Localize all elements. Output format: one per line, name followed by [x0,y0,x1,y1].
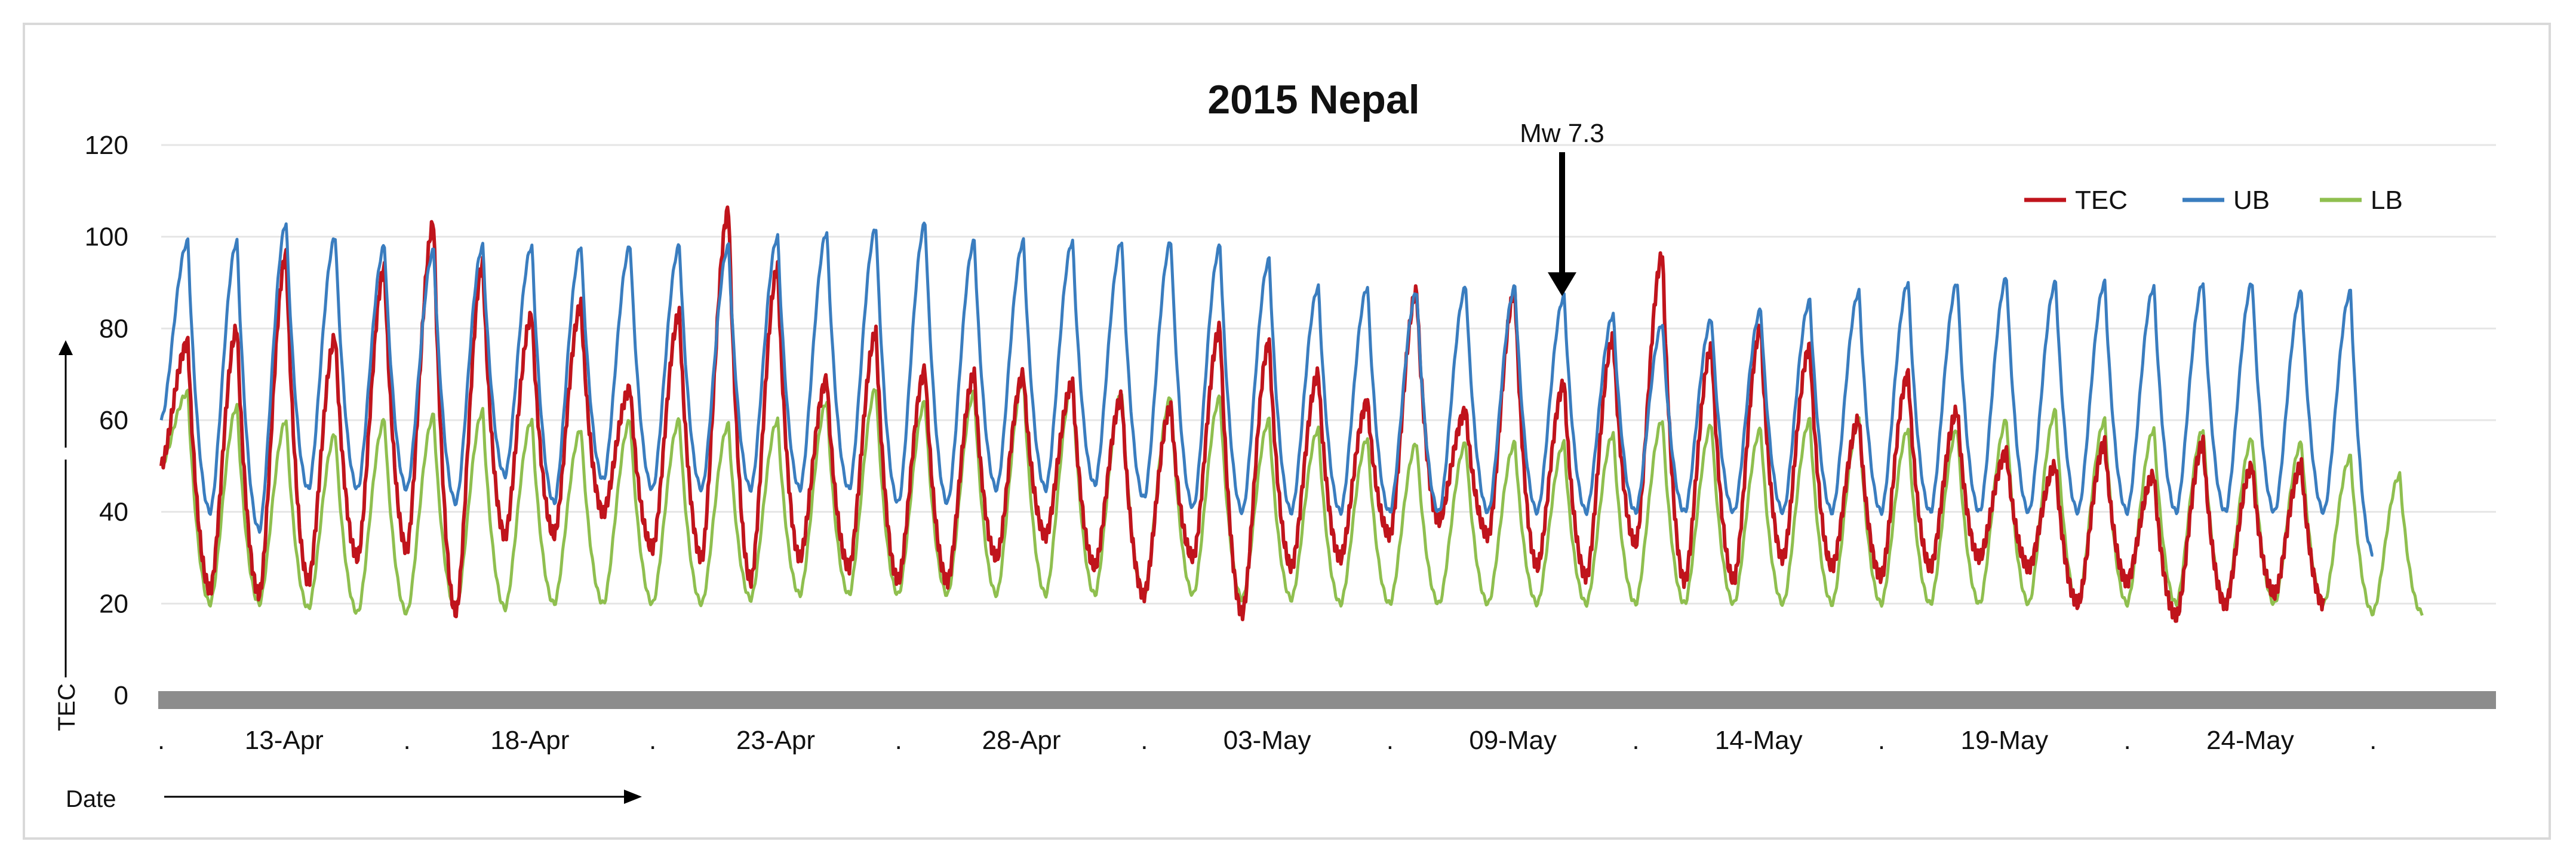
annotation-label: Mw 7.3 [1520,119,1604,148]
y-tick-label: 0 [114,681,128,710]
x-tick-label: 19-May [1960,726,2048,755]
x-tick-label: 24-May [2206,726,2294,755]
series-lines [159,205,2424,623]
x-tick-label: 14-May [1715,726,1803,755]
y-tick-label: 80 [99,314,128,343]
legend-label-lb: LB [2371,186,2403,215]
x-tick-label: 18-Apr [490,726,569,755]
x-axis-labels: 13-Apr 18-Apr 23-Apr 28-Apr 03-May 09-May 14-M… [158,726,2377,755]
x-tick-separator: . [649,726,656,755]
series-line-ub [159,221,2374,557]
y-tick-label: 120 [85,131,128,160]
legend: TEC UB LB [2024,186,2403,215]
x-tick-separator: . [1878,726,1885,755]
gridlines [161,144,2496,605]
y-tick-label: 20 [99,589,128,618]
x-tick-label: 13-Apr [245,726,324,755]
x-tick-separator: . [2369,726,2377,755]
x-tick-label: 23-Apr [736,726,815,755]
y-tick-label: 100 [85,223,128,252]
chart-title: 2015 Nepal [1207,77,1419,122]
x-tick-separator: . [158,726,165,755]
x-tick-label: 03-May [1224,726,1311,755]
y-axis-arrow-head [59,340,73,355]
x-axis-band [158,691,2496,709]
x-tick-separator: . [1632,726,1639,755]
chart-border [23,23,2551,840]
annotation-arrow-head [1548,272,1576,297]
series-line-tec [159,205,2326,623]
x-axis-title: Date [66,786,116,812]
y-axis-title: TEC [54,683,80,731]
y-tick-label: 60 [99,406,128,435]
x-tick-separator: . [2124,726,2131,755]
x-axis-arrow-head [624,790,642,804]
x-tick-separator: . [1387,726,1394,755]
x-tick-label: 09-May [1469,726,1557,755]
x-tick-separator: . [403,726,410,755]
annotation: Mw 7.3 [1520,119,1604,297]
series-line-lb [159,374,2424,617]
x-axis-title-group: Date [66,786,642,812]
legend-label-ub: UB [2233,186,2270,215]
y-axis-title-group: TEC [54,340,80,731]
y-axis-ticks: 0 20 40 60 80 100 120 [85,131,128,710]
legend-label-tec: TEC [2075,186,2128,215]
x-tick-separator: . [1141,726,1148,755]
y-tick-label: 40 [99,498,128,527]
x-tick-separator: . [895,726,902,755]
x-tick-label: 28-Apr [982,726,1060,755]
